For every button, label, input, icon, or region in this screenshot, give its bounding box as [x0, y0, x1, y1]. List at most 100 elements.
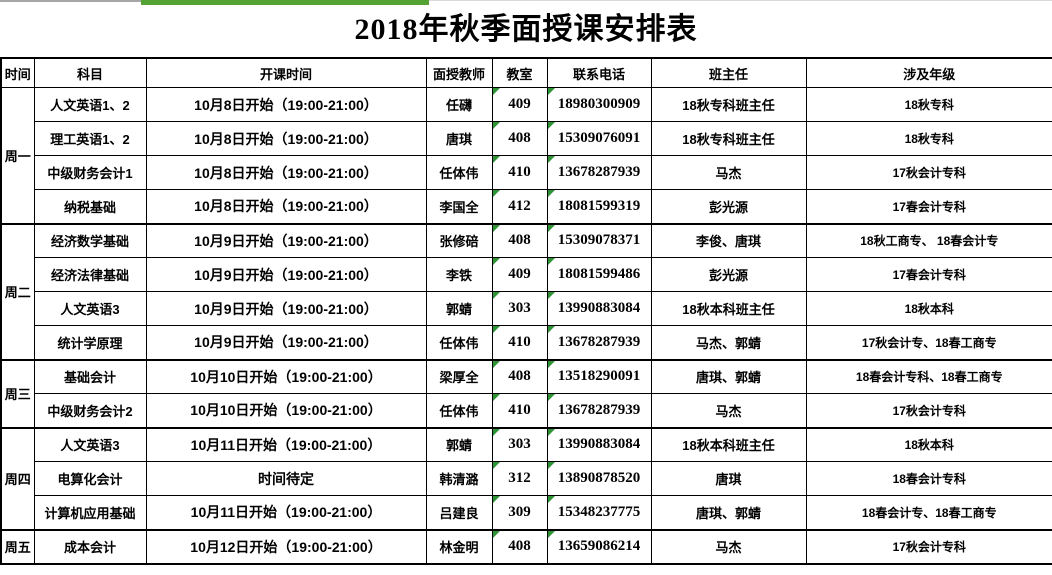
grades-cell[interactable]: 18秋专科	[805, 121, 1052, 156]
grades-cell[interactable]: 18秋本科	[805, 426, 1052, 462]
schedule-cell[interactable]: 10月8日开始（19:00-21:00）	[145, 155, 427, 190]
schedule-cell[interactable]: 10月10日开始（19:00-21:00）	[145, 393, 427, 428]
room-cell[interactable]: 409	[491, 257, 548, 292]
day-cell[interactable]: 周三	[0, 358, 35, 428]
schedule-cell[interactable]: 10月11日开始（19:00-21:00）	[145, 426, 427, 462]
col-header-room[interactable]: 教室	[491, 57, 548, 88]
teacher-cell[interactable]: 梁厚全	[425, 358, 493, 394]
room-cell[interactable]: 303	[491, 291, 548, 326]
head-teacher-cell[interactable]: 彭光源	[650, 257, 807, 292]
phone-cell[interactable]: 13659086214	[546, 528, 652, 564]
room-cell[interactable]: 309	[491, 495, 548, 530]
head-teacher-cell[interactable]: 18秋本科班主任	[650, 291, 807, 326]
subject-cell[interactable]: 中级财务会计1	[33, 155, 147, 190]
head-teacher-cell[interactable]: 18秋本科班主任	[650, 426, 807, 462]
phone-cell[interactable]: 13990883084	[546, 426, 652, 462]
grades-cell[interactable]: 18春会计专科	[805, 461, 1052, 496]
grades-cell[interactable]: 18秋工商专、 18春会计专	[805, 222, 1052, 258]
head-teacher-cell[interactable]: 马杰	[650, 528, 807, 564]
subject-cell[interactable]: 理工英语1、2	[33, 121, 147, 156]
room-cell[interactable]: 408	[491, 121, 548, 156]
day-cell[interactable]: 周四	[0, 426, 35, 530]
grades-cell[interactable]: 18秋本科	[805, 291, 1052, 326]
teacher-cell[interactable]: 李铁	[425, 257, 493, 292]
teacher-cell[interactable]: 张修碚	[425, 222, 493, 258]
subject-cell[interactable]: 经济法律基础	[33, 257, 147, 292]
grades-cell[interactable]: 17秋会计专科	[805, 528, 1052, 564]
schedule-cell[interactable]: 10月8日开始（19:00-21:00）	[145, 87, 427, 122]
grades-cell[interactable]: 17春会计专科	[805, 257, 1052, 292]
phone-cell[interactable]: 13678287939	[546, 393, 652, 428]
day-cell[interactable]: 周二	[0, 222, 35, 360]
head-teacher-cell[interactable]: 李俊、唐琪	[650, 222, 807, 258]
phone-cell[interactable]: 18081599319	[546, 189, 652, 224]
subject-cell[interactable]: 电算化会计	[33, 461, 147, 496]
teacher-cell[interactable]: 韩清潞	[425, 461, 493, 496]
subject-cell[interactable]: 人文英语1、2	[33, 87, 147, 122]
head-teacher-cell[interactable]: 唐琪	[650, 461, 807, 496]
schedule-cell[interactable]: 10月8日开始（19:00-21:00）	[145, 189, 427, 224]
subject-cell[interactable]: 纳税基础	[33, 189, 147, 224]
day-cell[interactable]: 周一	[0, 87, 35, 224]
col-header-subject[interactable]: 科目	[33, 57, 147, 88]
schedule-cell[interactable]: 时间待定	[145, 461, 427, 496]
subject-cell[interactable]: 经济数学基础	[33, 222, 147, 258]
head-teacher-cell[interactable]: 马杰、郭蜻	[650, 325, 807, 360]
head-teacher-cell[interactable]: 彭光源	[650, 189, 807, 224]
schedule-cell[interactable]: 10月11日开始（19:00-21:00）	[145, 495, 427, 530]
room-cell[interactable]: 410	[491, 325, 548, 360]
teacher-cell[interactable]: 任体伟	[425, 155, 493, 190]
day-cell[interactable]: 周五	[0, 528, 35, 564]
room-cell[interactable]: 408	[491, 528, 548, 564]
phone-cell[interactable]: 13990883084	[546, 291, 652, 326]
teacher-cell[interactable]: 郭蜻	[425, 291, 493, 326]
grades-cell[interactable]: 17秋会计专科	[805, 393, 1052, 428]
phone-cell[interactable]: 15309076091	[546, 121, 652, 156]
teacher-cell[interactable]: 吕建良	[425, 495, 493, 530]
head-teacher-cell[interactable]: 18秋专科班主任	[650, 87, 807, 122]
col-header-head-teacher[interactable]: 班主任	[650, 57, 807, 88]
schedule-cell[interactable]: 10月12日开始（19:00-21:00）	[145, 528, 427, 564]
room-cell[interactable]: 303	[491, 426, 548, 462]
room-cell[interactable]: 409	[491, 87, 548, 122]
subject-cell[interactable]: 统计学原理	[33, 325, 147, 360]
col-header-time[interactable]: 时间	[0, 57, 35, 88]
teacher-cell[interactable]: 唐琪	[425, 121, 493, 156]
room-cell[interactable]: 408	[491, 358, 548, 394]
teacher-cell[interactable]: 任体伟	[425, 393, 493, 428]
grades-cell[interactable]: 17秋会计专科	[805, 155, 1052, 190]
schedule-cell[interactable]: 10月8日开始（19:00-21:00）	[145, 121, 427, 156]
subject-cell[interactable]: 人文英语3	[33, 426, 147, 462]
schedule-cell[interactable]: 10月9日开始（19:00-21:00）	[145, 325, 427, 360]
schedule-cell[interactable]: 10月9日开始（19:00-21:00）	[145, 222, 427, 258]
teacher-cell[interactable]: 任体伟	[425, 325, 493, 360]
room-cell[interactable]: 410	[491, 155, 548, 190]
grades-cell[interactable]: 18秋专科	[805, 87, 1052, 122]
phone-cell[interactable]: 13518290091	[546, 358, 652, 394]
grades-cell[interactable]: 18春会计专科、18春工商专	[805, 358, 1052, 394]
room-cell[interactable]: 412	[491, 189, 548, 224]
grades-cell[interactable]: 18春会计专、18春工商专	[805, 495, 1052, 530]
col-header-teacher[interactable]: 面授教师	[425, 57, 493, 88]
teacher-cell[interactable]: 李国全	[425, 189, 493, 224]
room-cell[interactable]: 410	[491, 393, 548, 428]
schedule-cell[interactable]: 10月10日开始（19:00-21:00）	[145, 358, 427, 394]
col-header-grades[interactable]: 涉及年级	[805, 57, 1052, 88]
col-header-phone[interactable]: 联系电话	[546, 57, 652, 88]
phone-cell[interactable]: 15348237775	[546, 495, 652, 530]
head-teacher-cell[interactable]: 马杰	[650, 155, 807, 190]
subject-cell[interactable]: 成本会计	[33, 528, 147, 564]
phone-cell[interactable]: 13678287939	[546, 155, 652, 190]
phone-cell[interactable]: 13678287939	[546, 325, 652, 360]
phone-cell[interactable]: 18980300909	[546, 87, 652, 122]
head-teacher-cell[interactable]: 马杰	[650, 393, 807, 428]
grades-cell[interactable]: 17秋会计专、18春工商专	[805, 325, 1052, 360]
schedule-cell[interactable]: 10月9日开始（19:00-21:00）	[145, 257, 427, 292]
teacher-cell[interactable]: 林金明	[425, 528, 493, 564]
teacher-cell[interactable]: 任礴	[425, 87, 493, 122]
head-teacher-cell[interactable]: 唐琪、郭蜻	[650, 358, 807, 394]
grades-cell[interactable]: 17春会计专科	[805, 189, 1052, 224]
room-cell[interactable]: 408	[491, 222, 548, 258]
subject-cell[interactable]: 中级财务会计2	[33, 393, 147, 428]
subject-cell[interactable]: 人文英语3	[33, 291, 147, 326]
